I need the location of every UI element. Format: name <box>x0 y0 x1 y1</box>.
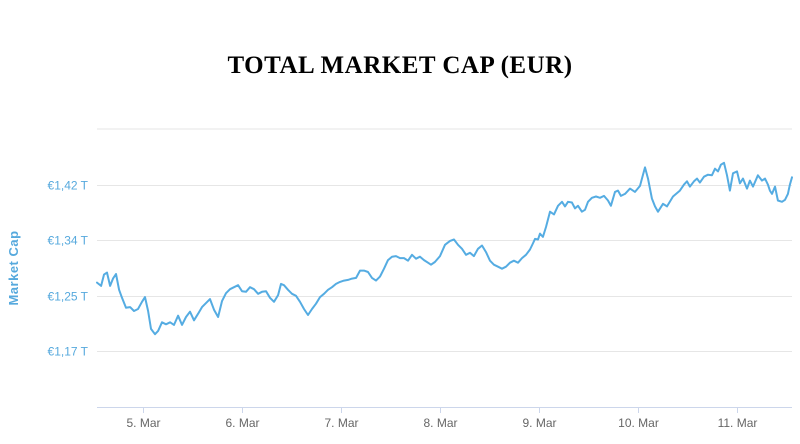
chart-title: TOTAL MARKET CAP (EUR) <box>227 52 573 79</box>
market-cap-series-line <box>96 161 793 336</box>
y-axis-label: €1,17 T <box>48 345 89 359</box>
y-axis-label: €1,42 T <box>48 179 89 193</box>
x-axis-label: 7. Mar <box>324 416 358 430</box>
x-axis-label: 11. Mar <box>718 416 758 430</box>
y-axis-label: €1,34 T <box>48 234 89 248</box>
x-axis-label: 5. Mar <box>126 416 160 430</box>
x-axis-label: 10. Mar <box>618 416 659 430</box>
x-axis-label: 9. Mar <box>522 416 556 430</box>
x-axis-label: 8. Mar <box>423 416 457 430</box>
y-axis-label: €1,25 T <box>48 290 89 304</box>
x-axis-label: 6. Mar <box>225 416 259 430</box>
y-axis-title: Market Cap <box>6 230 21 305</box>
